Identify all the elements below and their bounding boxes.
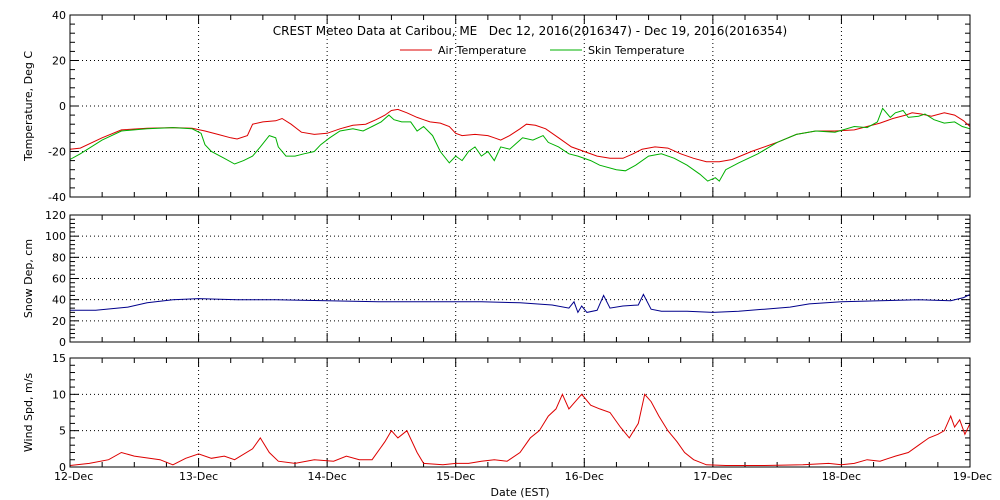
x-tick-label: 13-Dec xyxy=(179,470,218,483)
series-line-wind-0 xyxy=(69,393,971,466)
y-tick-label: 20 xyxy=(52,55,66,68)
y-tick-label: 40 xyxy=(52,9,66,22)
temperature-panel: -40 -20 0 20 40 Temperature, Deg C xyxy=(22,9,971,204)
plot-frame xyxy=(69,214,971,343)
y-tick-label: 20 xyxy=(52,315,66,328)
y-tick-label: 0 xyxy=(59,100,66,113)
y-tick-label: 100 xyxy=(45,230,66,243)
legend: Air Temperature Skin Temperature xyxy=(400,44,685,57)
y-tick-label: 5 xyxy=(59,425,66,438)
wind-speed-panel: 0 5 10 15 Wind Spd, m/s xyxy=(22,352,971,474)
y-axis-label: Snow Dep, cm xyxy=(22,239,35,318)
x-tick-label: 12-Dec xyxy=(54,470,93,483)
x-tick-label: 16-Dec xyxy=(565,470,604,483)
legend-label-air: Air Temperature xyxy=(438,44,527,57)
y-tick-label: 120 xyxy=(45,209,66,222)
x-tick-label: 17-Dec xyxy=(693,470,732,483)
x-tick-label: 15-Dec xyxy=(436,470,475,483)
y-tick-label: 15 xyxy=(52,352,66,365)
x-axis-tick-labels: 12-Dec 13-Dec 14-Dec 15-Dec 16-Dec 17-Dec 18-D… xyxy=(54,470,992,483)
chart-title: CREST Meteo Data at Caribou, ME Dec 12, … xyxy=(273,24,787,38)
y-tick-label: -20 xyxy=(48,146,66,159)
y-tick-label: 10 xyxy=(52,388,66,401)
y-tick-label: 60 xyxy=(52,273,66,286)
y-axis-label: Wind Spd, m/s xyxy=(22,373,35,453)
y-tick-label: 0 xyxy=(59,461,66,474)
y-tick-label: 40 xyxy=(52,294,66,307)
x-tick-label: 14-Dec xyxy=(308,470,347,483)
y-tick-label: 0 xyxy=(59,336,66,349)
legend-label-skin: Skin Temperature xyxy=(588,44,685,57)
x-axis-label: Date (EST) xyxy=(490,486,549,499)
x-tick-label: 19-Dec xyxy=(953,470,992,483)
series-line-temperature-1 xyxy=(69,107,971,182)
snow-depth-panel: 0 20 40 60 80 100 120 Snow Dep, cm xyxy=(22,209,971,349)
x-tick-label: 18-Dec xyxy=(822,470,861,483)
series-line-snow-0 xyxy=(70,293,971,314)
plot-frame xyxy=(69,357,971,468)
series-line-temperature-0 xyxy=(69,108,971,163)
y-tick-label: -40 xyxy=(48,191,66,204)
y-tick-label: 80 xyxy=(52,251,66,264)
plot-frame xyxy=(69,14,971,198)
y-axis-label: Temperature, Deg C xyxy=(22,51,35,162)
